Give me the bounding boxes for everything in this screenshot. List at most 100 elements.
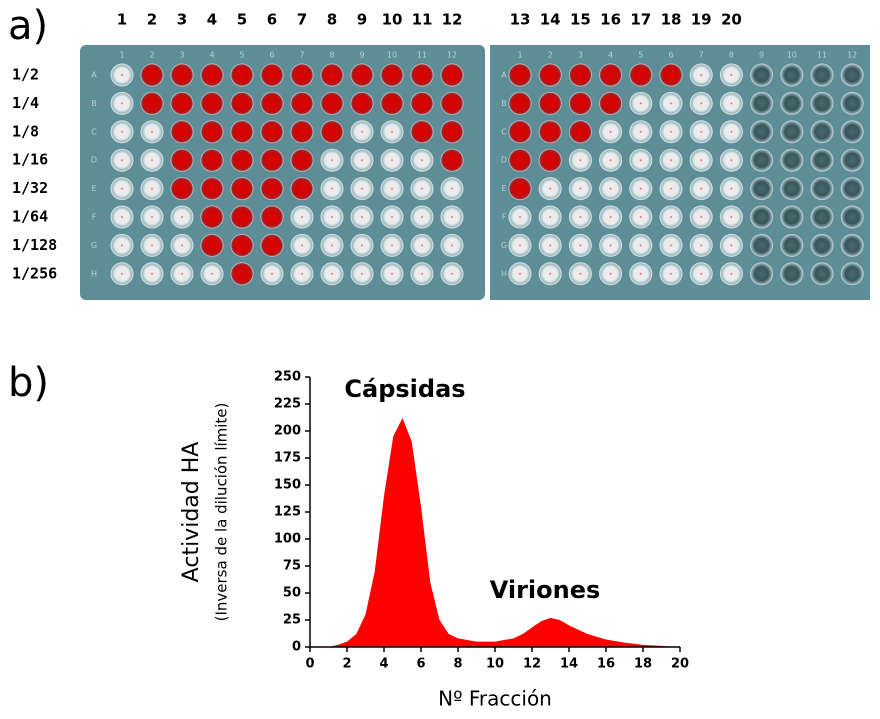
well bbox=[811, 64, 834, 87]
plate-row-letter: C bbox=[501, 127, 507, 136]
well bbox=[171, 177, 194, 200]
well bbox=[509, 177, 532, 200]
y-tick-label: 225 bbox=[274, 397, 301, 412]
well bbox=[351, 206, 374, 229]
well bbox=[111, 234, 134, 257]
well bbox=[569, 234, 592, 257]
well bbox=[811, 120, 834, 143]
y-tick-label: 250 bbox=[274, 370, 301, 385]
well bbox=[441, 177, 464, 200]
x-tick-label: 2 bbox=[342, 657, 351, 672]
column-label: 13 bbox=[510, 11, 531, 29]
well bbox=[291, 262, 314, 285]
well bbox=[720, 149, 743, 172]
well bbox=[171, 262, 194, 285]
area bbox=[329, 418, 681, 647]
column-label: 12 bbox=[442, 11, 463, 29]
x-tick-label: 14 bbox=[560, 657, 578, 672]
well bbox=[509, 234, 532, 257]
well bbox=[201, 149, 224, 172]
plate-col-number: 3 bbox=[179, 51, 184, 60]
well bbox=[201, 64, 224, 87]
well bbox=[171, 92, 194, 115]
plate-col-number: 8 bbox=[329, 51, 334, 60]
well bbox=[441, 120, 464, 143]
well bbox=[629, 262, 652, 285]
well bbox=[599, 206, 622, 229]
well bbox=[841, 234, 864, 257]
well bbox=[660, 92, 683, 115]
well bbox=[690, 149, 713, 172]
well bbox=[509, 64, 532, 87]
well bbox=[599, 149, 622, 172]
plate-col-number: 2 bbox=[548, 51, 553, 60]
well bbox=[629, 64, 652, 87]
well bbox=[599, 234, 622, 257]
well bbox=[231, 234, 254, 257]
well bbox=[321, 92, 344, 115]
plate-row-letter: C bbox=[91, 127, 97, 136]
well bbox=[321, 149, 344, 172]
well bbox=[261, 64, 284, 87]
well bbox=[509, 120, 532, 143]
well bbox=[111, 177, 134, 200]
well bbox=[231, 92, 254, 115]
well bbox=[780, 64, 803, 87]
well bbox=[231, 64, 254, 87]
x-tick-label: 8 bbox=[453, 657, 462, 672]
figure: a) b) 0255075100125150175200225250024681… bbox=[0, 0, 880, 715]
y-tick-label: 175 bbox=[274, 451, 301, 466]
column-label: 10 bbox=[382, 11, 403, 29]
well bbox=[720, 262, 743, 285]
well bbox=[690, 177, 713, 200]
column-label: 7 bbox=[297, 11, 307, 29]
well bbox=[660, 206, 683, 229]
well bbox=[841, 149, 864, 172]
well bbox=[411, 92, 434, 115]
plate-col-number: 6 bbox=[269, 51, 274, 60]
well bbox=[321, 64, 344, 87]
well bbox=[381, 234, 404, 257]
x-axis-title: Nº Fracción bbox=[438, 687, 552, 711]
well bbox=[599, 64, 622, 87]
well bbox=[720, 234, 743, 257]
well bbox=[141, 64, 164, 87]
plate-col-number: 3 bbox=[578, 51, 583, 60]
well bbox=[690, 206, 713, 229]
well bbox=[629, 120, 652, 143]
well bbox=[141, 120, 164, 143]
well bbox=[750, 120, 773, 143]
well bbox=[780, 177, 803, 200]
well bbox=[351, 177, 374, 200]
well bbox=[811, 206, 834, 229]
well bbox=[690, 234, 713, 257]
well bbox=[411, 206, 434, 229]
well bbox=[509, 149, 532, 172]
well bbox=[441, 262, 464, 285]
column-label: 17 bbox=[630, 11, 651, 29]
plate-row-letter: B bbox=[91, 99, 97, 108]
well bbox=[539, 206, 562, 229]
plate-col-number: 1 bbox=[517, 51, 522, 60]
well bbox=[629, 206, 652, 229]
y-tick-label: 100 bbox=[274, 532, 301, 547]
column-label: 4 bbox=[207, 11, 217, 29]
plate-row-letter: H bbox=[91, 269, 97, 278]
well bbox=[411, 262, 434, 285]
well bbox=[660, 120, 683, 143]
y-tick-label: 125 bbox=[274, 505, 301, 520]
plate-row-letter: F bbox=[502, 213, 507, 222]
plate-col-number: 1 bbox=[119, 51, 124, 60]
column-label: 14 bbox=[540, 11, 561, 29]
well bbox=[569, 149, 592, 172]
plate-col-number: 11 bbox=[417, 51, 427, 60]
well bbox=[411, 177, 434, 200]
well bbox=[321, 262, 344, 285]
well bbox=[811, 234, 834, 257]
well bbox=[569, 206, 592, 229]
x-tick-label: 12 bbox=[523, 657, 541, 672]
well bbox=[569, 177, 592, 200]
well bbox=[201, 92, 224, 115]
well bbox=[441, 149, 464, 172]
well bbox=[660, 262, 683, 285]
